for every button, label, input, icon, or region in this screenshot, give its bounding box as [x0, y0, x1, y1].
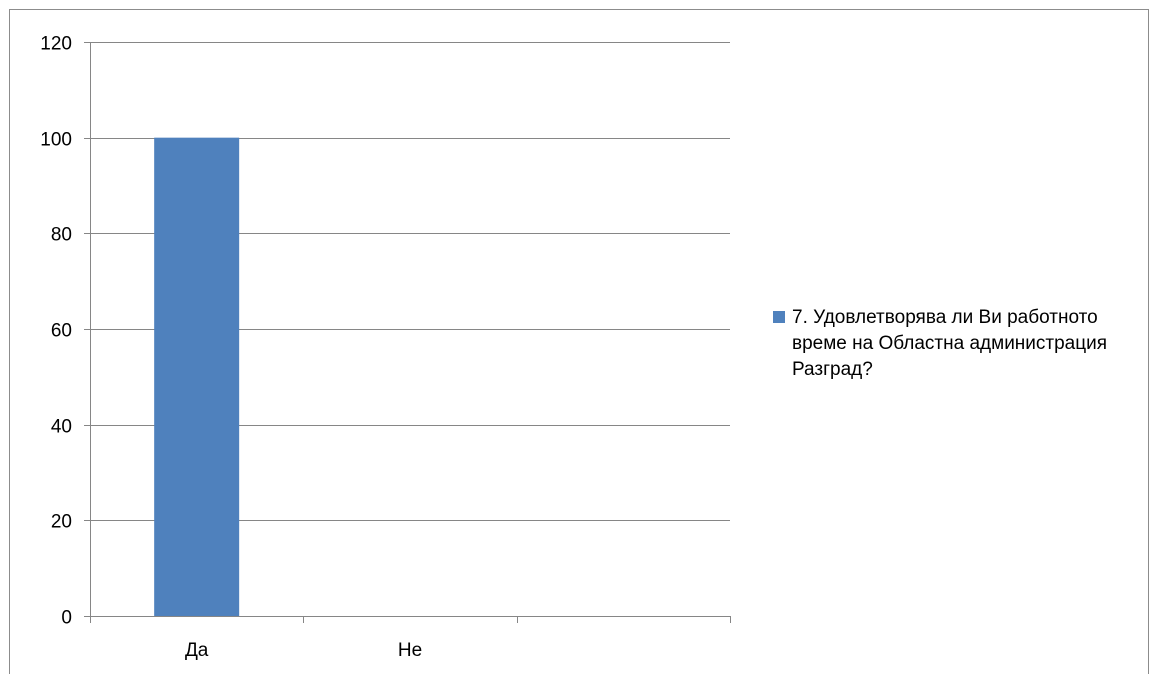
x-tick-label: Да [185, 640, 209, 661]
y-tick-label: 40 [51, 417, 72, 438]
y-tick-label: 80 [51, 225, 72, 246]
y-tick-label: 0 [61, 608, 72, 629]
x-tick-label: Не [398, 640, 422, 661]
legend: 7. Удовлетворява ли Ви работното време н… [773, 305, 1145, 383]
legend-swatch [773, 311, 785, 323]
chart-frame [9, 9, 1149, 674]
y-tick-label: 60 [51, 321, 72, 342]
legend-label: 7. Удовлетворява ли Ви работното време н… [792, 307, 1108, 380]
y-tick-label: 100 [40, 130, 72, 151]
bar [154, 137, 240, 616]
y-tick-label: 20 [51, 512, 72, 533]
y-tick-label: 120 [40, 34, 72, 55]
